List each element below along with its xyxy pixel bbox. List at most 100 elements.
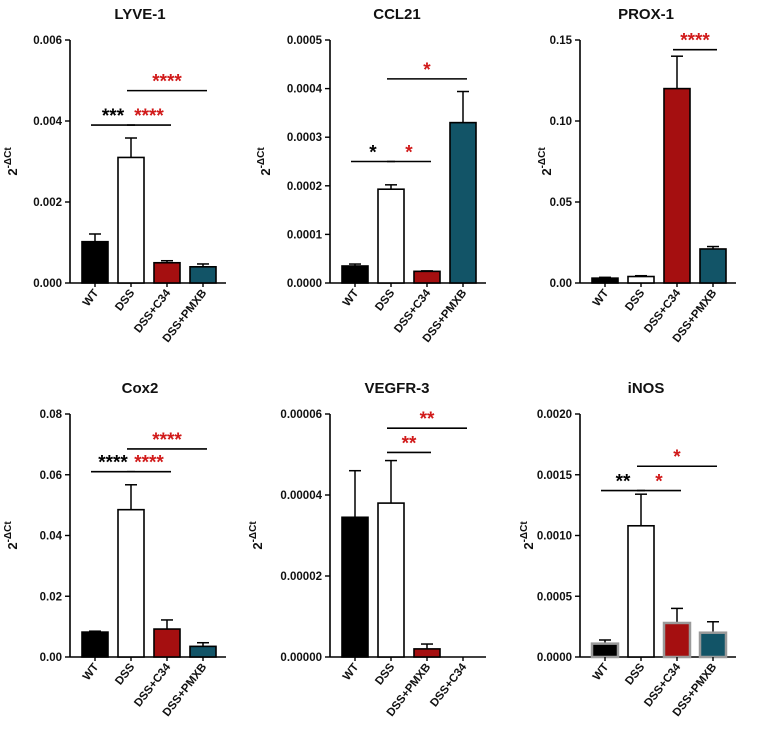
bar-dss [117,508,145,658]
y-axis-label-sup: -ΔCt [537,147,548,169]
y-axis-label-base: 2 [539,168,554,175]
x-tick-label: DSS [623,661,647,687]
bar-dss-pmxb [189,645,217,658]
y-tick-label: 0.08 [40,409,63,421]
significance-label: * [423,60,431,81]
y-axis-label: 2-ΔCt [519,521,536,550]
x-tick-label: DSS [373,661,397,687]
x-tick-label: DSS+C34 [428,661,470,709]
bar-wt [341,516,369,658]
panel-title: Cox2 [122,380,159,397]
significance-label: *** [102,106,125,127]
bar-dss [627,275,655,284]
x-tick-label: DSS [623,287,647,313]
y-tick-label: 0.0001 [287,229,323,241]
x-tick-label: DSS [113,661,137,687]
significance-label: ** [420,409,435,430]
y-axis-label: 2-ΔCt [248,521,265,550]
y-axis-label-sup: -ΔCt [256,147,267,169]
y-tick-label: 0.0010 [537,531,572,543]
bar-wt [81,631,109,658]
y-axis-label: 2-ΔCt [3,521,20,550]
panel-title: iNOS [628,380,665,397]
y-tick-label: 0.0003 [287,132,322,144]
bar-dss-pmxb [413,648,441,658]
y-axis-label-base: 2 [5,168,20,175]
panel-title: VEGFR-3 [364,380,429,397]
y-tick-label: 0.0005 [537,591,573,603]
y-axis-label-sup: -ΔCt [3,521,14,543]
panel-title: CCL21 [373,6,421,23]
y-tick-label: 0.04 [40,531,63,543]
significance-label: **** [680,31,710,52]
y-axis-label-base: 2 [5,542,20,549]
bar-dss-pmxb [699,248,727,284]
y-axis-label: 2-ΔCt [3,147,20,176]
bar-wt [591,277,619,284]
significance-label: * [369,143,377,164]
y-tick-label: 0.006 [33,35,62,47]
y-tick-label: 0.00006 [280,409,322,421]
x-tick-label: WT [81,287,101,308]
y-axis-label: 2-ΔCt [537,147,554,176]
significance-label: **** [152,430,182,451]
y-tick-label: 0.004 [33,116,62,128]
bar-dss [377,502,405,658]
bar-dss-pmxb [189,265,217,284]
y-tick-label: 0.10 [550,116,572,128]
bar-dss-c34 [153,261,181,284]
bar-dss-pmxb [698,631,728,659]
bar-wt [81,240,109,284]
y-tick-label: 0.0005 [287,35,323,47]
bar-wt [590,642,620,659]
x-tick-label: WT [341,287,361,308]
y-tick-label: 0.0000 [287,278,322,290]
significance-label: **** [134,106,164,127]
y-tick-label: 0.0015 [537,470,573,482]
panel-ccl21: CCL21 2-ΔCt 0.0000 0.0001 0.0002 0.0003 0.0004… [256,6,486,345]
bar-dss [627,524,655,658]
y-tick-label: 0.00004 [280,490,322,502]
y-axis-label-base: 2 [250,542,265,549]
bar-wt [341,265,369,284]
significance-label: **** [98,453,128,474]
significance-label: ** [402,433,417,454]
y-axis-label-base: 2 [258,168,273,175]
y-tick-label: 0.15 [550,35,573,47]
panel-title: PROX-1 [618,6,674,23]
y-tick-label: 0.00 [40,652,62,664]
x-tick-label: DSS [113,287,137,313]
y-tick-label: 0.0020 [537,409,572,421]
y-tick-label: 0.00002 [280,571,322,583]
y-tick-label: 0.0002 [287,181,322,193]
bar-dss-c34 [153,628,181,658]
panel-vegfr-3: VEGFR-3 2-ΔCt 0.00000 0.00002 0.00004 0.00006… [248,380,486,719]
y-axis-label-sup: -ΔCt [248,521,259,543]
bar-dss [377,188,405,284]
bar-dss-pmxb [449,121,477,284]
y-tick-label: 0.000 [33,278,62,290]
panel-inos: iNOS 2-ΔCt 0.0000 0.0005 0.0010 0.0015 0.0020 W… [519,380,736,719]
significance-label: * [655,472,663,493]
x-tick-label: WT [341,661,361,682]
x-tick-label: DSS [373,287,397,313]
y-tick-label: 0.00 [550,278,572,290]
significance-label: * [405,143,413,164]
y-axis-label: 2-ΔCt [256,147,273,176]
y-tick-label: 0.00000 [280,652,322,664]
panel-title: LYVE-1 [114,6,165,23]
significance-label: **** [134,453,164,474]
significance-label: **** [152,72,182,93]
y-tick-label: 0.06 [40,470,62,482]
bar-dss-c34 [662,621,692,659]
y-axis-label-base: 2 [521,542,536,549]
bar-dss-c34 [663,87,691,284]
y-tick-label: 0.0004 [287,84,323,96]
y-tick-label: 0.0000 [537,652,572,664]
x-tick-label: WT [591,287,611,308]
significance-label: * [673,447,681,468]
